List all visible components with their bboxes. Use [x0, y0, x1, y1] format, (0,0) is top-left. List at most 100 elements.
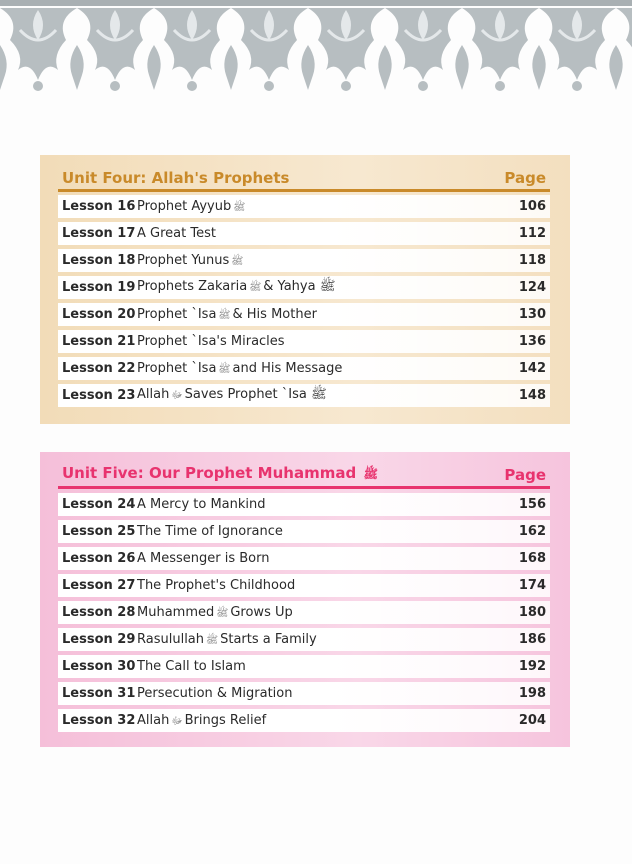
lesson-page: 192	[518, 659, 546, 674]
lesson-title-rest: and His Message	[232, 360, 343, 376]
lesson-row[interactable]: Lesson 28 Muhammed ﷺ Grows Up 180	[58, 601, 550, 624]
lesson-title: Prophet Yunus ﷺ	[137, 253, 519, 269]
page-column-label: Page	[504, 466, 546, 484]
lesson-title: The Call to Islam	[137, 659, 519, 674]
lesson-title-text: The Time of Ignorance	[137, 524, 283, 539]
lesson-page: 124	[518, 280, 546, 295]
lesson-title-rest: Brings Relief	[184, 712, 267, 728]
lesson-number: Lesson 22	[62, 361, 136, 376]
unit-header: Unit Four: Allah's Prophets Page	[58, 165, 550, 192]
lesson-row[interactable]: Lesson 30 The Call to Islam 192	[58, 655, 550, 678]
lesson-row[interactable]: Lesson 23 Allah ﷻ Saves Prophet `Isa ﷺ 148	[58, 384, 550, 407]
lesson-title-text: A Great Test	[137, 226, 216, 241]
honorific-icon: ﷺ	[233, 201, 246, 213]
lesson-page: 180	[518, 605, 546, 620]
lesson-title-text: Rasulullah	[137, 631, 205, 647]
lesson-page: 168	[518, 551, 546, 566]
lesson-title-rest: Starts a Family	[220, 631, 317, 647]
lesson-page: 106	[518, 199, 546, 214]
lesson-title: A Great Test	[137, 226, 519, 241]
lesson-page: 118	[518, 253, 546, 268]
lesson-row[interactable]: Lesson 17 A Great Test 112	[58, 222, 550, 245]
lesson-page: 162	[518, 524, 546, 539]
lesson-title: Allah ﷻ Brings Relief	[137, 713, 519, 729]
lesson-row[interactable]: Lesson 25 The Time of Ignorance 162	[58, 520, 550, 543]
lesson-number: Lesson 19	[62, 280, 136, 295]
lesson-page: 142	[518, 361, 546, 376]
lesson-page: 148	[518, 388, 546, 403]
lesson-page: 186	[518, 632, 546, 647]
lesson-title-text: Prophet `Isa	[137, 360, 217, 376]
lesson-number: Lesson 24	[62, 497, 136, 512]
honorific-icon: ﷺ	[216, 607, 229, 619]
lesson-title: The Time of Ignorance	[137, 524, 519, 539]
lesson-number: Lesson 25	[62, 524, 136, 539]
lesson-title: Allah ﷻ Saves Prophet `Isa ﷺ	[137, 386, 519, 405]
lesson-title: A Mercy to Mankind	[137, 497, 519, 512]
lesson-number: Lesson 21	[62, 334, 136, 349]
lesson-title-text: A Messenger is Born	[137, 551, 270, 566]
honorific-icon: ﷻ	[171, 390, 183, 401]
lesson-title-text: Prophet Yunus	[137, 252, 230, 268]
lesson-row[interactable]: Lesson 24 A Mercy to Mankind 156	[58, 493, 550, 516]
lesson-title-text: The Call to Islam	[137, 659, 246, 674]
lesson-page: 174	[518, 578, 546, 593]
honorific-icon: ﷺ	[218, 309, 231, 321]
lesson-title: Prophet `Isa ﷺ and His Message	[137, 361, 519, 377]
honorific-icon: ﷺ	[218, 363, 231, 375]
lesson-row[interactable]: Lesson 22 Prophet `Isa ﷺ and His Message 142	[58, 357, 550, 380]
unit-four-section: Unit Four: Allah's Prophets Page Lesson …	[40, 155, 570, 424]
lesson-page: 136	[518, 334, 546, 349]
honorific-icon: ﷺ	[363, 467, 378, 481]
lesson-number: Lesson 18	[62, 253, 136, 268]
lesson-number: Lesson 32	[62, 713, 136, 728]
lesson-number: Lesson 26	[62, 551, 136, 566]
lesson-row[interactable]: Lesson 29 Rasulullah ﷺ Starts a Family 186	[58, 628, 550, 651]
lesson-title: A Messenger is Born	[137, 551, 519, 566]
lesson-title-rest: Grows Up	[230, 604, 293, 620]
lesson-row[interactable]: Lesson 32 Allah ﷻ Brings Relief 204	[58, 709, 550, 732]
lesson-title: Prophet `Isa's Miracles	[137, 334, 519, 349]
lesson-title: The Prophet's Childhood	[137, 578, 519, 593]
lesson-number: Lesson 23	[62, 388, 136, 403]
ornamental-border	[0, 0, 632, 95]
honorific-icon: ﷺ	[231, 255, 244, 267]
unit-five-section: Unit Five: Our Prophet Muhammad ﷺ Page L…	[40, 452, 570, 747]
lesson-title: Rasulullah ﷺ Starts a Family	[137, 632, 519, 648]
lesson-row[interactable]: Lesson 31 Persecution & Migration 198	[58, 682, 550, 705]
lesson-row[interactable]: Lesson 26 A Messenger is Born 168	[58, 547, 550, 570]
lesson-row[interactable]: Lesson 19 Prophets Zakaria ﷺ & Yahya ﷺ 124	[58, 276, 550, 299]
lesson-title: Prophets Zakaria ﷺ & Yahya ﷺ	[137, 278, 519, 297]
lesson-row[interactable]: Lesson 21 Prophet `Isa's Miracles 136	[58, 330, 550, 353]
lesson-page: 198	[518, 686, 546, 701]
honorific-icon: ﷻ	[171, 715, 183, 727]
lesson-title-text: The Prophet's Childhood	[137, 578, 296, 593]
lesson-page: 130	[518, 307, 546, 322]
lesson-number: Lesson 30	[62, 659, 136, 674]
lesson-number: Lesson 20	[62, 307, 136, 322]
lesson-page: 204	[518, 713, 546, 728]
honorific-icon: ﷺ	[249, 282, 262, 293]
lesson-row[interactable]: Lesson 20 Prophet `Isa ﷺ & His Mother 130	[58, 303, 550, 326]
lesson-number: Lesson 28	[62, 605, 136, 620]
unit-title: Unit Four: Allah's Prophets	[62, 169, 290, 187]
lesson-page: 112	[518, 226, 546, 241]
lesson-title: Muhammed ﷺ Grows Up	[137, 605, 519, 621]
lesson-number: Lesson 29	[62, 632, 136, 647]
lesson-row[interactable]: Lesson 27 The Prophet's Childhood 174	[58, 574, 550, 597]
page-column-label: Page	[504, 169, 546, 187]
lesson-row[interactable]: Lesson 16 Prophet Ayyub ﷺ 106	[58, 195, 550, 218]
lesson-number: Lesson 16	[62, 199, 136, 214]
lesson-number: Lesson 27	[62, 578, 136, 593]
lesson-number: Lesson 31	[62, 686, 136, 701]
lesson-row[interactable]: Lesson 18 Prophet Yunus ﷺ 118	[58, 249, 550, 272]
lesson-title-text: Persecution & Migration	[137, 686, 293, 701]
lesson-title-rest: Saves Prophet `Isa ﷺ	[184, 387, 327, 402]
lesson-title-text: Allah	[137, 712, 170, 728]
lesson-title-rest: & Yahya ﷺ	[263, 279, 336, 294]
lesson-title-text: Prophet `Isa's Miracles	[137, 334, 285, 349]
lesson-title-text: Prophet `Isa	[137, 306, 217, 322]
lesson-title-text: Muhammed	[137, 604, 215, 620]
lesson-title-text: Prophets Zakaria	[137, 279, 248, 294]
unit-title-text: Unit Five: Our Prophet Muhammad	[62, 464, 357, 482]
